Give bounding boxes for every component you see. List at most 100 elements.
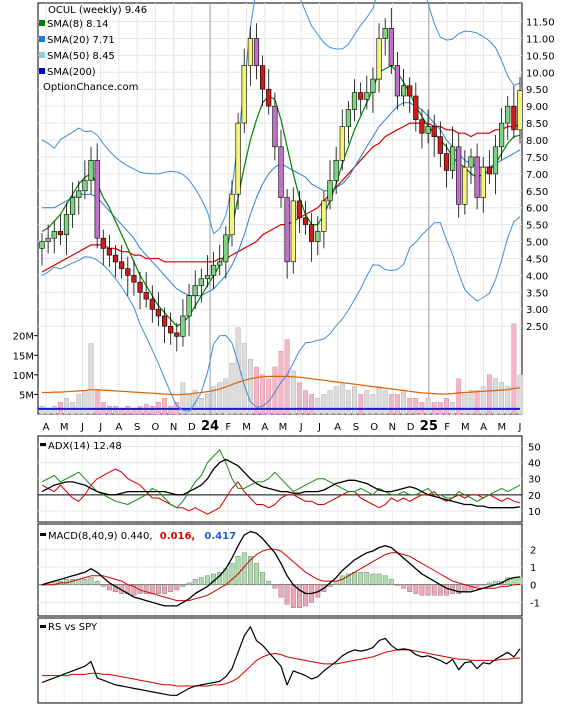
candle-body — [382, 27, 388, 39]
macd-panel: -1 0 1 2 MACD(8,40,9) 0.440, 0.016, 0.417 — [37, 523, 540, 617]
adx-tick-label: 10 — [528, 507, 541, 518]
candle-body — [492, 146, 499, 175]
rs-lines — [41, 626, 521, 696]
volume-bar — [106, 405, 112, 415]
x-tick-label: S — [353, 422, 359, 433]
volume-bar — [266, 378, 272, 415]
price-axis-ticks: 2.50 3.00 3.50 4.00 4.50 5.00 5.50 6.00 6.50 7.00… — [526, 18, 555, 334]
chart-title: OCUL (weekly) 9.46 — [48, 5, 147, 16]
macd-histogram-bar — [205, 575, 210, 585]
candle-body — [94, 160, 100, 239]
candle-body — [131, 275, 137, 283]
macd-histogram-bar — [401, 584, 406, 589]
adx-tick-label: 40 — [528, 459, 541, 470]
volume-bar — [413, 398, 419, 415]
macd-value: MACD(8,40,9) 0.440, — [48, 531, 153, 542]
bollinger-bands — [41, 0, 521, 412]
candle-body — [149, 298, 155, 310]
x-tick-label: F — [225, 422, 231, 433]
price-tick-label: 7.00 — [526, 170, 548, 181]
macd-histogram-bar — [278, 584, 284, 598]
candle-body — [498, 122, 505, 148]
volume-bar — [229, 362, 235, 415]
volume-bar — [309, 394, 315, 415]
price-tick-label: 10.50 — [526, 51, 555, 62]
volume-tick-label: 15M — [13, 351, 34, 362]
volume-bar — [480, 386, 486, 415]
macd-histogram-bar — [155, 584, 161, 594]
candle-body — [474, 156, 480, 198]
macd-histogram-bar — [388, 579, 394, 585]
candle-body — [241, 65, 247, 124]
price-tick-label: 3.50 — [526, 288, 548, 299]
candle-body — [370, 78, 376, 93]
price-tick-label: 4.00 — [526, 271, 548, 282]
legend-swatch-sma8 — [39, 20, 45, 26]
volume-bar — [474, 390, 480, 415]
candle-body — [204, 275, 211, 280]
rs-ma-line — [42, 649, 520, 687]
legend-sma8: SMA(8) 8.14 — [47, 19, 108, 30]
adx-axis-ticks: 10 20 30 40 50 — [528, 442, 541, 517]
candle-body — [302, 217, 309, 225]
candle-body — [259, 65, 266, 90]
macd-histogram-bar — [192, 579, 198, 585]
x-tick-label: S — [134, 422, 140, 433]
volume-bar — [198, 398, 204, 415]
macd-histogram-bar — [290, 584, 296, 608]
macd-histogram-bar — [444, 584, 449, 596]
macd-label: MACD(8,40,9) 0.440, 0.016, 0.417 — [48, 531, 236, 542]
price-tick-label: 2.50 — [526, 322, 548, 333]
candle-body — [449, 146, 456, 171]
volume-bar — [511, 323, 517, 415]
legend-swatch-sma200 — [39, 68, 45, 74]
volume-bar — [290, 370, 296, 415]
x-tick-label: D — [188, 422, 196, 433]
price-tick-label: 7.50 — [526, 153, 548, 164]
x-tick-label: F — [444, 422, 450, 433]
candle-body — [51, 231, 57, 239]
macd-histogram-bar — [162, 584, 167, 594]
volume-bar — [241, 343, 247, 415]
volume-bar — [327, 390, 333, 415]
price-tick-label: 5.00 — [526, 238, 548, 249]
adx-legend-swatch — [40, 443, 46, 446]
candle-body — [480, 166, 486, 198]
price-tick-label: 5.50 — [526, 221, 548, 232]
macd-histogram-bar — [346, 573, 351, 585]
macd-histogram-bar — [168, 584, 174, 593]
macd-histogram-bar — [149, 584, 155, 594]
candle-body — [327, 180, 333, 202]
volume-bar — [456, 378, 462, 415]
macd-histogram-bar — [456, 584, 462, 594]
candle-body — [394, 65, 401, 97]
candle-body — [308, 224, 315, 242]
x-tick-label: A — [480, 422, 487, 433]
x-tick-label: J — [518, 422, 522, 433]
volume-bar — [345, 390, 351, 415]
macd-histogram-bar — [382, 575, 388, 585]
macd-histogram-bar — [186, 582, 192, 585]
volume-bar — [39, 405, 45, 415]
candle-body — [106, 248, 112, 256]
candle-body — [376, 38, 382, 80]
macd-histogram-bar — [395, 584, 400, 586]
volume-bar — [358, 394, 364, 415]
volume-bar — [113, 405, 118, 415]
rs-label: RS vs SPY — [48, 622, 98, 633]
candle-body — [456, 146, 462, 205]
volume-bar — [223, 378, 229, 415]
macd-histogram-bar — [180, 584, 186, 587]
candle-body — [333, 160, 339, 181]
candle-body — [143, 291, 149, 300]
price-tick-label: 6.00 — [526, 204, 548, 215]
macd-histogram-bar — [376, 573, 382, 585]
volume-bar — [382, 390, 388, 415]
volume-bar — [205, 394, 210, 415]
legend-sma20: SMA(20) 7.71 — [47, 35, 115, 46]
macd-histogram-bar — [333, 580, 339, 585]
volume-bar — [88, 343, 94, 415]
candle-body — [211, 264, 217, 276]
macd-histogram-bar — [266, 580, 272, 585]
